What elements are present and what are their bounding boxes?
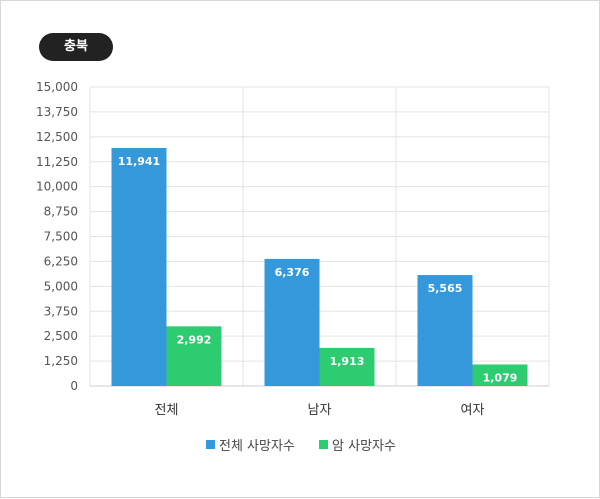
y-tick-label: 3,750 xyxy=(44,304,78,318)
bar-cancer xyxy=(166,326,222,386)
data-label: 1,079 xyxy=(483,371,518,384)
y-tick-label: 8,750 xyxy=(44,205,78,219)
y-tick-label: 2,500 xyxy=(44,329,78,343)
bar-total xyxy=(417,275,473,386)
y-tick-label: 7,500 xyxy=(44,230,78,244)
legend: 전체 사망자수 암 사망자수 xyxy=(1,435,600,454)
data-label: 1,913 xyxy=(330,355,365,368)
bar-cancer xyxy=(472,364,528,386)
x-axis: 전체 남자 여자 xyxy=(155,403,485,418)
y-tick-label: 6,250 xyxy=(44,254,78,268)
data-label: 11,941 xyxy=(118,155,160,168)
bars: 11,941 2,992 6,376 1,913 5,565 1,079 xyxy=(111,147,528,386)
y-tick-label: 0 xyxy=(70,379,78,393)
y-tick-label: 13,750 xyxy=(36,105,78,119)
bar-total xyxy=(264,258,320,386)
data-label: 2,992 xyxy=(177,333,212,346)
legend-label-total: 전체 사망자수 xyxy=(219,439,295,454)
y-tick-label: 15,000 xyxy=(36,80,78,94)
bar-total xyxy=(111,147,167,386)
y-axis: 0 1,250 2,500 3,750 5,000 6,250 7,500 8,750 10,0… xyxy=(36,80,78,393)
legend-item-cancer: 암 사망자수 xyxy=(319,435,396,454)
legend-item-total: 전체 사망자수 xyxy=(206,435,295,454)
y-tick-label: 1,250 xyxy=(44,354,78,368)
bar-cancer xyxy=(319,347,375,386)
y-tick-label: 10,000 xyxy=(36,180,78,194)
y-tick-label: 11,250 xyxy=(36,155,78,169)
x-category-label: 남자 xyxy=(308,403,332,418)
region-badge: 충북 xyxy=(39,33,113,61)
data-label: 6,376 xyxy=(275,266,310,279)
y-tick-label: 5,000 xyxy=(44,279,78,293)
x-category-label: 전체 xyxy=(155,403,179,418)
legend-label-cancer: 암 사망자수 xyxy=(332,439,396,454)
y-tick-label: 12,500 xyxy=(36,130,78,144)
x-category-label: 여자 xyxy=(461,403,485,418)
data-label: 5,565 xyxy=(428,282,463,295)
legend-swatch-total xyxy=(206,440,215,449)
legend-swatch-cancer xyxy=(319,440,329,449)
